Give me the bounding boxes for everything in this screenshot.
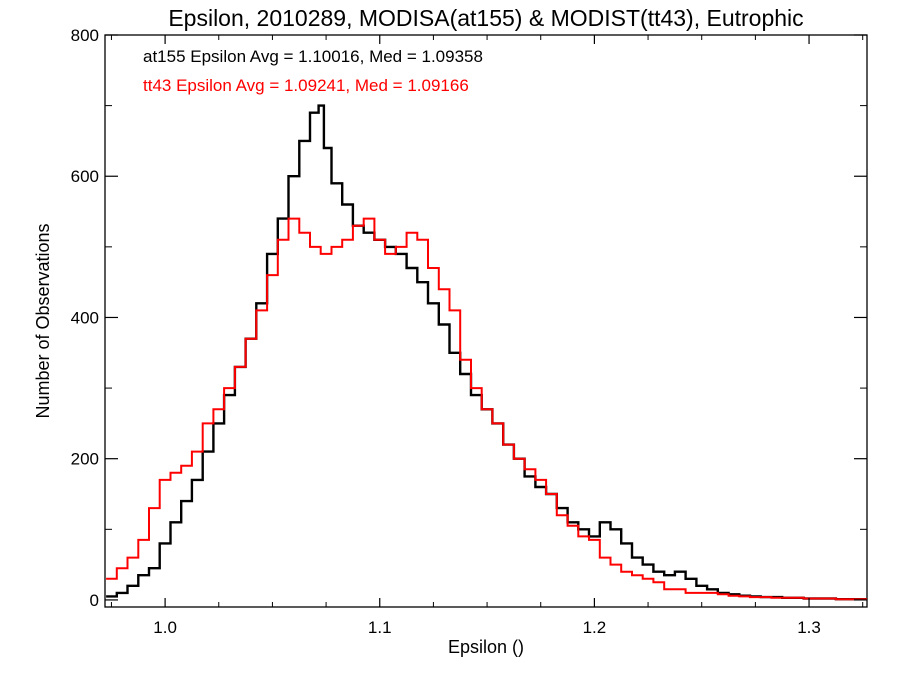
y-axis-label: Number of Observations xyxy=(33,223,53,418)
x-tick-label: 1.1 xyxy=(368,618,392,637)
plot-frame xyxy=(104,34,868,608)
chart-title: Epsilon, 2010289, MODISA(at155) & MODIST… xyxy=(168,5,803,31)
y-tick-label: 200 xyxy=(71,450,99,469)
histogram-series-red xyxy=(106,217,867,601)
y-tick-label: 800 xyxy=(71,26,99,45)
y-tick-label: 600 xyxy=(71,167,99,186)
x-tick-label: 1.3 xyxy=(797,618,821,637)
x-tick-label: 1.0 xyxy=(153,618,177,637)
x-axis-label: Epsilon () xyxy=(448,637,524,657)
histogram-series-black xyxy=(106,104,867,601)
y-tick-label: 400 xyxy=(71,308,99,327)
x-tick-label: 1.2 xyxy=(583,618,607,637)
annotation-red-stats: tt43 Epsilon Avg = 1.09241, Med = 1.0916… xyxy=(143,76,469,95)
axes: 1.0 1.1 1.2 1.3 0 200 400 600 800 xyxy=(71,26,867,637)
y-tick-label: 0 xyxy=(90,591,99,610)
annotation-black-stats: at155 Epsilon Avg = 1.10016, Med = 1.093… xyxy=(143,47,483,66)
plot-area xyxy=(106,104,867,601)
